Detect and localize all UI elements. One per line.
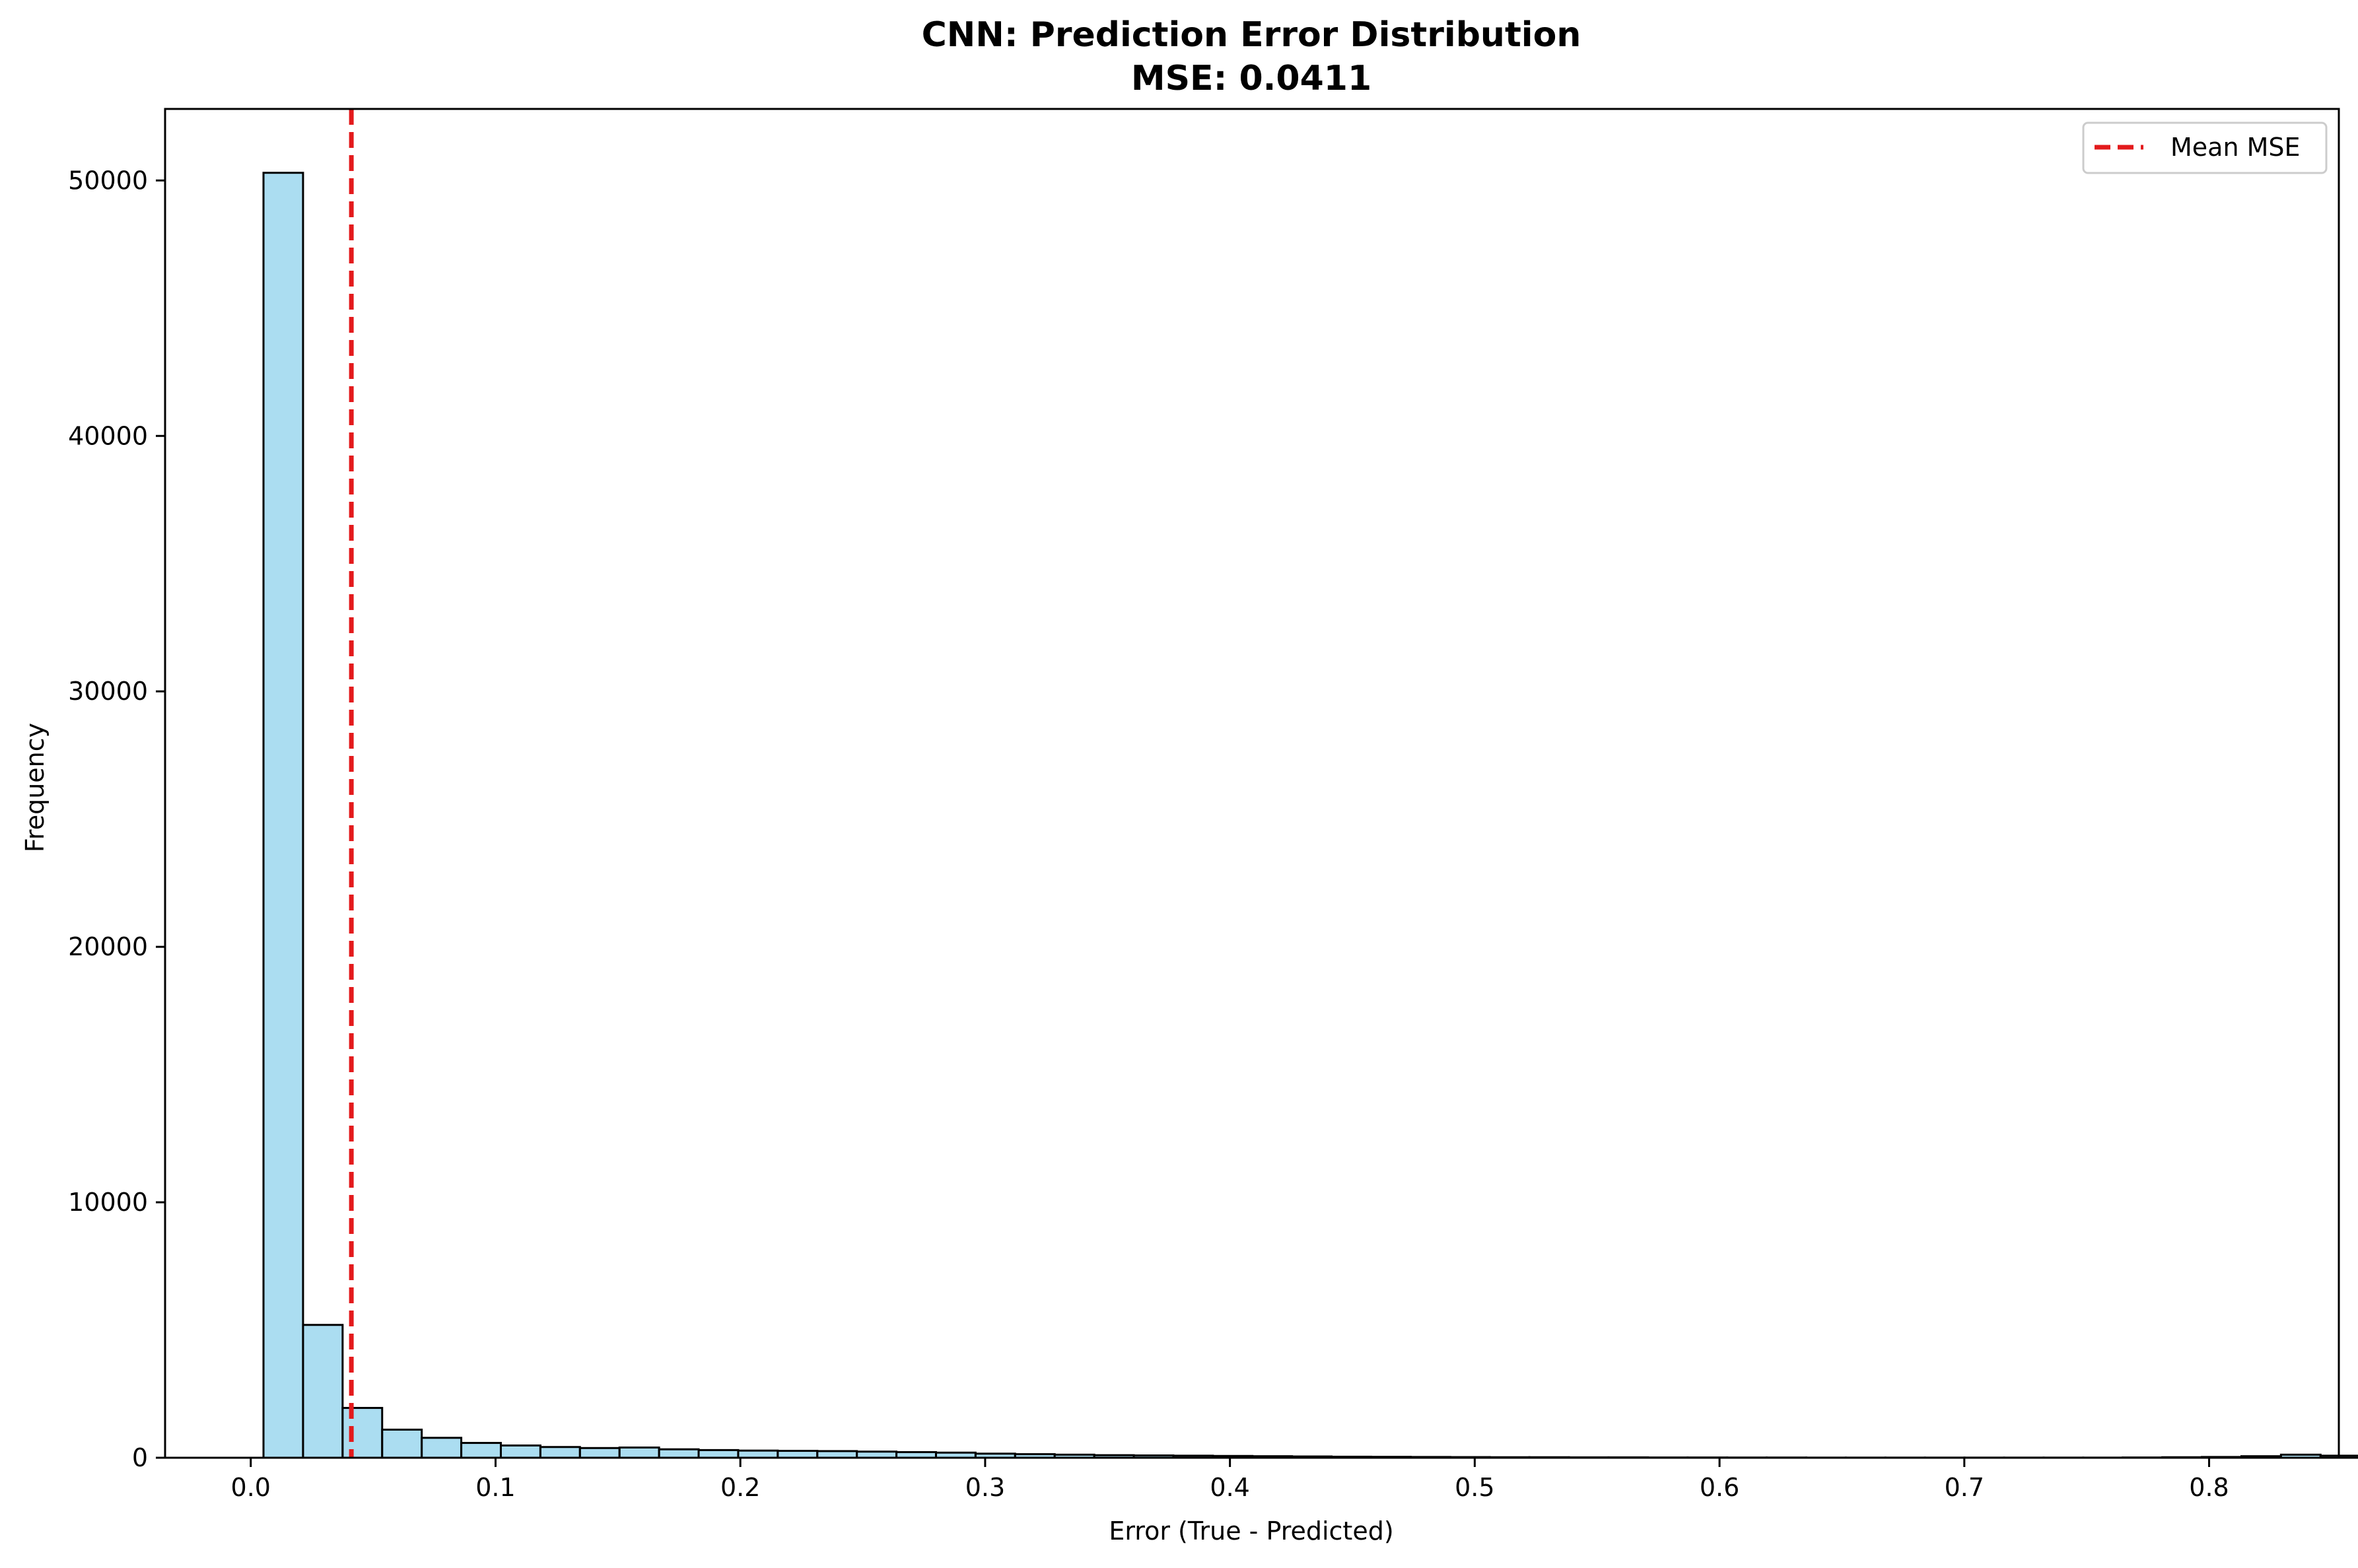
- x-tick-label: 0.7: [1945, 1473, 1984, 1502]
- y-tick-label: 0: [132, 1443, 148, 1472]
- x-axis-label: Error (True - Predicted): [1109, 1517, 1393, 1546]
- y-axis-label: Frequency: [20, 723, 50, 852]
- histogram-bar: [303, 1325, 343, 1458]
- histogram-bar: [580, 1448, 619, 1458]
- histogram-bar: [382, 1429, 422, 1458]
- histogram-bar: [501, 1445, 540, 1458]
- y-tick-label: 30000: [68, 677, 148, 706]
- chart-subtitle: MSE: 0.0411: [1131, 59, 1371, 98]
- x-tick-label: 0.5: [1455, 1473, 1494, 1502]
- histogram-bar: [422, 1438, 462, 1458]
- histogram-bar: [619, 1448, 659, 1458]
- legend-label-mean-mse: Mean MSE: [2170, 133, 2301, 162]
- histogram-bar: [778, 1451, 817, 1458]
- x-tick-label: 0.0: [231, 1473, 271, 1502]
- y-tick-label: 50000: [68, 166, 148, 195]
- x-tick-label: 0.1: [475, 1473, 515, 1502]
- y-tick-label: 20000: [68, 932, 148, 961]
- x-tick-label: 0.2: [720, 1473, 760, 1502]
- histogram-bar: [462, 1443, 501, 1458]
- histogram-bar: [817, 1451, 857, 1458]
- y-tick-label: 10000: [68, 1188, 148, 1217]
- chart-title: CNN: Prediction Error Distribution: [922, 15, 1581, 55]
- x-tick-label: 0.4: [1210, 1473, 1249, 1502]
- histogram-bar: [343, 1408, 382, 1458]
- y-tick-label: 40000: [68, 421, 148, 450]
- x-tick-label: 0.3: [965, 1473, 1005, 1502]
- x-tick-label: 0.6: [1700, 1473, 1739, 1502]
- histogram-bar: [699, 1450, 738, 1458]
- histogram-bar: [738, 1450, 778, 1458]
- x-tick-label: 0.8: [2189, 1473, 2229, 1502]
- histogram-bar: [263, 173, 303, 1458]
- histogram-bar: [540, 1447, 580, 1458]
- histogram-bar: [659, 1449, 699, 1458]
- legend: Mean MSE: [2083, 123, 2326, 173]
